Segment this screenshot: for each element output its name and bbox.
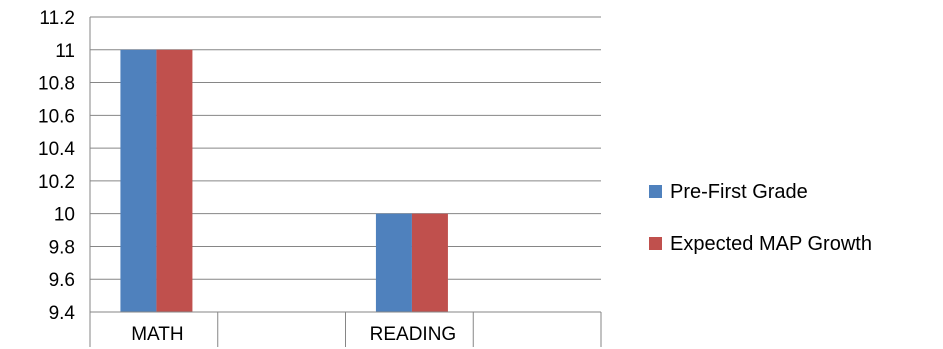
y-tick-label: 9.4 (49, 303, 76, 324)
y-tick-label: 10.4 (38, 139, 75, 160)
category-label: READING (370, 324, 457, 345)
legend-label: Expected MAP Growth (670, 233, 872, 255)
axes (89, 17, 602, 347)
legend-label: Pre-First Grade (670, 181, 808, 203)
y-tick-label: 10.6 (38, 106, 75, 127)
bar-expected-map-growth-reading (411, 213, 448, 312)
y-tick-label: 11.2 (39, 8, 75, 29)
y-tick-label: 10.2 (38, 172, 75, 193)
bar-pre-first-grade-reading (375, 213, 412, 312)
y-tick-label: 9.8 (49, 237, 75, 258)
legend-swatch (649, 185, 662, 198)
y-tick-label: 10 (54, 205, 75, 226)
y-tick-label: 10.8 (38, 74, 75, 95)
bar-expected-map-growth-math (156, 49, 193, 313)
y-tick-label: 9.6 (49, 270, 75, 291)
category-label: MATH (131, 324, 183, 345)
bar-pre-first-grade-math (120, 49, 157, 313)
bars (120, 49, 448, 313)
legend: Pre-First Grade Expected MAP Growth (649, 181, 872, 255)
y-tick-label: 11 (55, 41, 75, 62)
legend-swatch (649, 237, 662, 250)
x-axis-category-labels: MATH READING (131, 324, 456, 345)
y-axis-tick-labels: 9.4 9.6 9.8 10 10.2 10.4 10.6 10.8 11 11.2 (38, 8, 75, 324)
